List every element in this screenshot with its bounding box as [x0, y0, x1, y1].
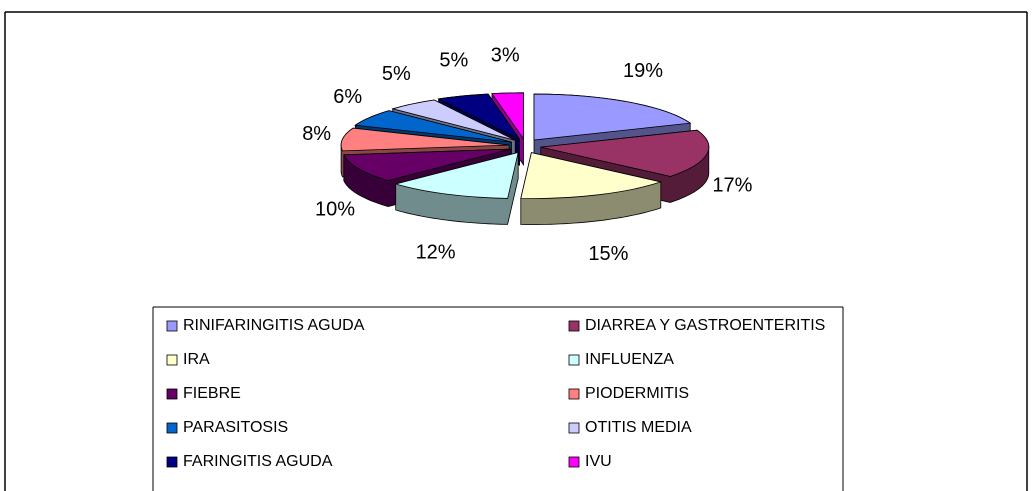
legend-box [152, 306, 844, 491]
data-label: 15% [588, 243, 628, 265]
data-label: 3% [491, 45, 520, 67]
legend-label: RINIFARINGITIS AGUDA [183, 317, 365, 334]
slice-top [391, 99, 516, 141]
legend-swatch [166, 388, 178, 400]
legend-label: FIEBRE [183, 385, 241, 402]
slice-top [394, 151, 519, 199]
legend-label: DIARREA Y GASTROENTERITIS [585, 317, 825, 334]
data-label: 5% [382, 63, 411, 85]
legend-swatch [166, 354, 178, 366]
chart-frame [4, 11, 1028, 491]
legend-swatch [568, 388, 580, 400]
slice-top [520, 152, 663, 200]
legend: RINIFARINGITIS AGUDA DIARREA Y GASTROENTE… [166, 317, 825, 470]
slice-top [540, 129, 710, 177]
legend-swatch [568, 456, 580, 468]
data-label: 10% [315, 199, 355, 221]
slice-top [343, 148, 511, 181]
legend-swatch [568, 354, 580, 366]
legend-label: INFLUENZA [585, 351, 674, 368]
legend-swatch [166, 320, 178, 332]
legend-label: IRA [183, 351, 210, 368]
slice-top [491, 92, 524, 141]
pie-slice [520, 152, 663, 225]
pie-slice [394, 151, 519, 225]
slice-top [437, 93, 520, 140]
legend-label: PIODERMITIS [585, 385, 689, 402]
data-label: 12% [416, 242, 456, 264]
slice-top [354, 110, 512, 143]
pie [340, 92, 710, 225]
legend-swatch [568, 422, 580, 434]
data-label: 19% [623, 60, 663, 82]
slice-top [533, 93, 692, 141]
pie-slice [540, 129, 710, 203]
data-label: 17% [712, 174, 752, 196]
legend-swatch [568, 320, 580, 332]
legend-swatch [166, 456, 178, 468]
legend-label: FARINGITIS AGUDA [183, 453, 333, 470]
data-label: 6% [333, 86, 362, 108]
slice-top [340, 127, 510, 152]
legend-swatch [166, 422, 178, 434]
legend-label: PARASITOSIS [183, 419, 288, 436]
data-label: 5% [439, 50, 468, 72]
legend-label: OTITIS MEDIA [585, 419, 692, 436]
legend-label: IVU [585, 453, 612, 470]
data-label: 8% [302, 123, 331, 145]
